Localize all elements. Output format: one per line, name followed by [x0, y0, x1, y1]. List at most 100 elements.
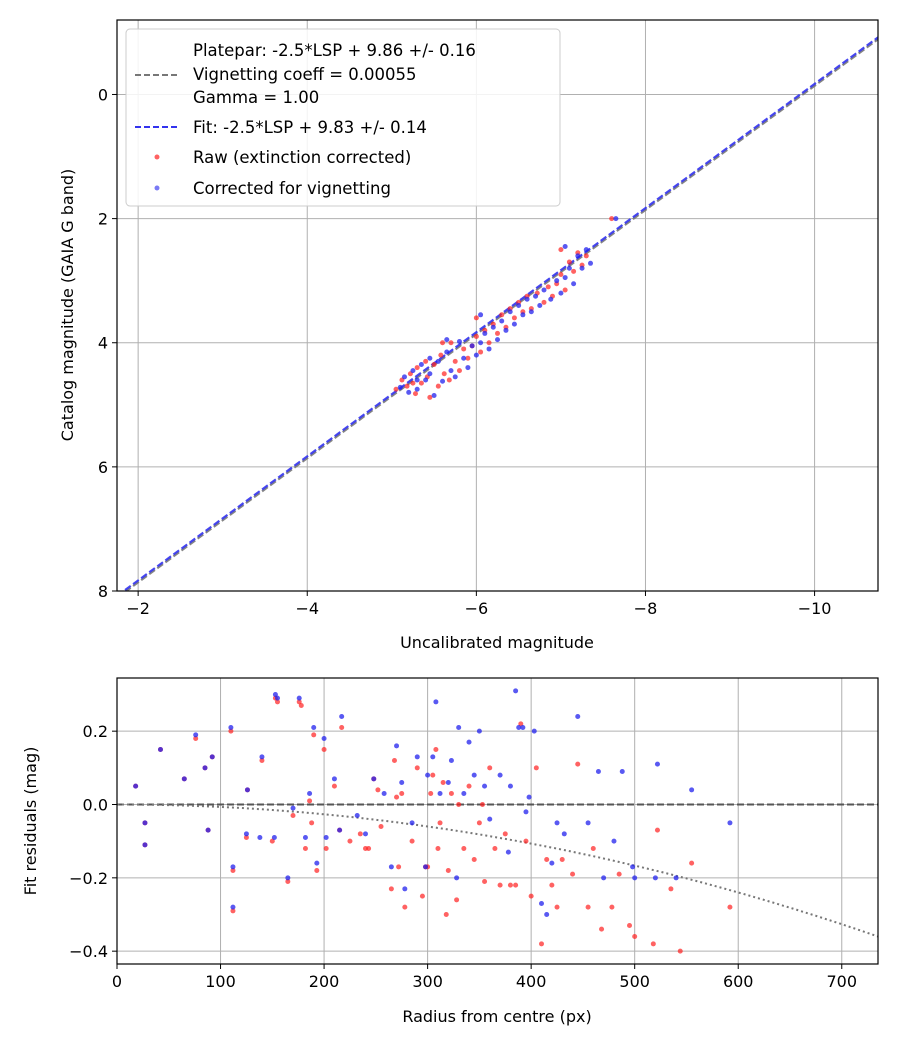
bottom-corrected-point [601, 875, 607, 881]
top-corrected-point [444, 349, 450, 355]
top-platepar-line [124, 38, 878, 591]
bottom-raw-point [585, 904, 591, 910]
bottom-raw-point [654, 827, 660, 833]
top-corrected-point [528, 309, 534, 315]
top-raw-point [499, 312, 505, 318]
top-x-tick-label: −4 [295, 599, 319, 618]
bottom-raw-point [497, 882, 503, 888]
top-y-tick-label: 6 [98, 458, 108, 477]
bottom-corrected-point [575, 714, 581, 719]
bottom-corrected-point [727, 820, 733, 826]
bottom-corrected-point [230, 904, 236, 910]
top-raw-point [404, 383, 410, 389]
bottom-raw-point [402, 904, 408, 910]
bottom-raw-point [445, 868, 451, 873]
bottom-raw-point [339, 725, 345, 730]
bottom-corrected-point [630, 864, 636, 870]
top-corrected-point [486, 346, 492, 352]
bottom-corrected-point [549, 860, 555, 866]
bottom-raw-point [440, 780, 446, 785]
bottom-corrected-point [230, 864, 236, 870]
top-corrected-point [554, 278, 560, 284]
bottom-raw-point [419, 893, 425, 899]
bottom-corrected-point [362, 831, 368, 837]
bottom-x-tick-label: 600 [723, 972, 754, 991]
top-raw-point [562, 287, 568, 293]
bottom-raw-point [230, 868, 236, 873]
bottom-y-tick-label: −0.2 [69, 869, 108, 888]
bottom-corrected-point [513, 688, 519, 694]
top-corrected-point [533, 293, 539, 299]
legend-platepar-label: Platepar: -2.5*LSP + 9.86 +/- 0.16 [193, 41, 476, 60]
bottom-raw-point [544, 857, 550, 862]
bottom-raw-point [523, 838, 529, 844]
bottom-corrected-point [181, 776, 187, 782]
bottom-raw-point [590, 846, 596, 851]
bottom-corrected-point [526, 794, 532, 800]
top-raw-point [609, 216, 615, 222]
top-corrected-point [588, 260, 594, 266]
top-corrected-point [583, 247, 589, 253]
bottom-corrected-point [466, 739, 472, 745]
bottom-raw-point [331, 783, 337, 789]
bottom-x-tick-label: 500 [619, 972, 650, 991]
top-raw-point [461, 346, 467, 352]
top-corrected-point [520, 312, 526, 318]
top-raw-point [558, 271, 564, 277]
bottom-corrected-point [585, 820, 591, 826]
bottom-raw-point [314, 868, 320, 873]
top-raw-point [446, 377, 452, 383]
bottom-corrected-point [516, 725, 522, 730]
top-corrected-point [469, 343, 475, 349]
top-corrected-point [548, 296, 554, 302]
top-corrected-point [524, 296, 530, 302]
bottom-corrected-point [339, 714, 345, 719]
bottom-raw-point [677, 948, 683, 954]
bottom-reference-lines [117, 803, 878, 938]
bottom-raw-point [507, 882, 513, 888]
bottom-corrected-point [539, 901, 545, 906]
top-raw-point [431, 361, 437, 367]
bottom-corrected-point [507, 783, 513, 789]
bottom-corrected-point [445, 780, 451, 785]
top-corrected-point [406, 389, 412, 395]
bottom-corrected-point [272, 692, 278, 697]
top-corrected-point [414, 377, 420, 383]
top-corrected-point [516, 303, 522, 308]
bottom-raw-point [311, 732, 317, 738]
bottom-raw-point [285, 879, 291, 884]
legend-corrected-label: Corrected for vignetting [193, 179, 391, 198]
bottom-corrected-point [259, 754, 265, 760]
top-corrected-point [482, 330, 488, 336]
bottom-raw-point [528, 893, 534, 899]
bottom-corrected-point [285, 875, 291, 881]
bottom-corrected-point [290, 805, 296, 811]
top-corrected-point [478, 340, 484, 346]
bottom-corrected-point [133, 783, 139, 789]
top-corrected-point [435, 358, 441, 364]
top-raw-point [571, 268, 577, 274]
top-raw-point [478, 349, 484, 355]
top-x-axis-label: Uncalibrated magnitude [400, 633, 594, 652]
bottom-scatter-points [133, 688, 733, 954]
bottom-corrected-point [243, 831, 249, 837]
bottom-raw-point [243, 835, 249, 840]
bottom-raw-point [430, 772, 436, 778]
bottom-x-tick-label: 0 [112, 972, 122, 991]
bottom-raw-point [549, 882, 555, 888]
top-corrected-point [440, 378, 446, 384]
top-fit-lines [121, 36, 878, 591]
top-raw-point [495, 330, 500, 336]
top-corrected-point [423, 377, 429, 383]
bottom-corrected-point [381, 791, 387, 796]
bottom-corrected-point [302, 835, 308, 840]
top-corrected-point [473, 352, 479, 358]
bottom-raw-point [650, 941, 656, 947]
top-raw-point [441, 371, 447, 377]
bottom-corrected-point [619, 769, 625, 774]
bottom-corrected-point [523, 809, 529, 815]
bottom-corrected-point [448, 758, 454, 763]
bottom-raw-point [476, 820, 482, 826]
bottom-raw-point [471, 857, 477, 862]
